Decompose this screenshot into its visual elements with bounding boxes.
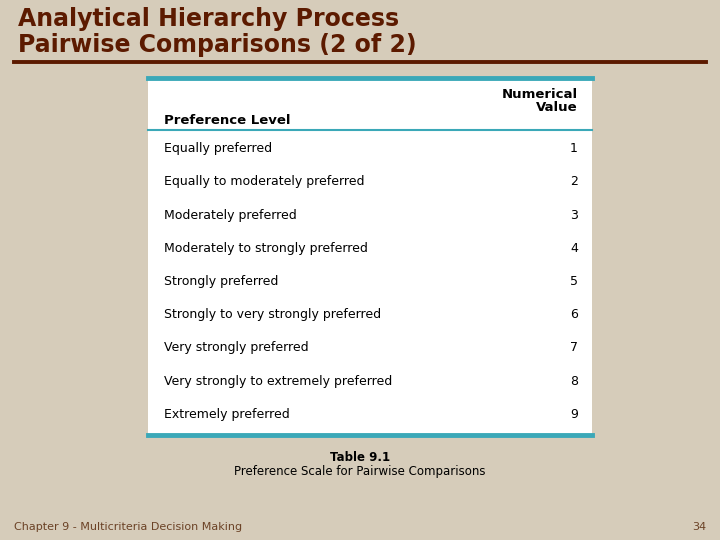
Text: Equally to moderately preferred: Equally to moderately preferred (164, 176, 364, 188)
Text: Table 9.1: Table 9.1 (330, 451, 390, 464)
Text: Equally preferred: Equally preferred (164, 142, 272, 155)
Text: Moderately to strongly preferred: Moderately to strongly preferred (164, 242, 368, 255)
Text: 5: 5 (570, 275, 578, 288)
Text: Pairwise Comparisons (2 of 2): Pairwise Comparisons (2 of 2) (18, 33, 417, 57)
Text: Very strongly to extremely preferred: Very strongly to extremely preferred (164, 375, 392, 388)
Text: 7: 7 (570, 341, 578, 354)
Text: Extremely preferred: Extremely preferred (164, 408, 289, 421)
Text: 1: 1 (570, 142, 578, 155)
Text: 9: 9 (570, 408, 578, 421)
Text: 2: 2 (570, 176, 578, 188)
Text: 34: 34 (692, 522, 706, 532)
Text: Strongly preferred: Strongly preferred (164, 275, 279, 288)
Text: Very strongly preferred: Very strongly preferred (164, 341, 309, 354)
Text: Analytical Hierarchy Process: Analytical Hierarchy Process (18, 7, 399, 31)
FancyBboxPatch shape (148, 78, 592, 435)
Text: Chapter 9 - Multicriteria Decision Making: Chapter 9 - Multicriteria Decision Makin… (14, 522, 242, 532)
Text: 3: 3 (570, 208, 578, 221)
Text: 6: 6 (570, 308, 578, 321)
Text: Moderately preferred: Moderately preferred (164, 208, 297, 221)
Text: 8: 8 (570, 375, 578, 388)
Text: Value: Value (536, 101, 578, 114)
Text: 4: 4 (570, 242, 578, 255)
Text: Strongly to very strongly preferred: Strongly to very strongly preferred (164, 308, 381, 321)
Text: Numerical: Numerical (502, 88, 578, 101)
Text: Preference Scale for Pairwise Comparisons: Preference Scale for Pairwise Comparison… (234, 465, 486, 478)
Text: Preference Level: Preference Level (164, 114, 290, 127)
